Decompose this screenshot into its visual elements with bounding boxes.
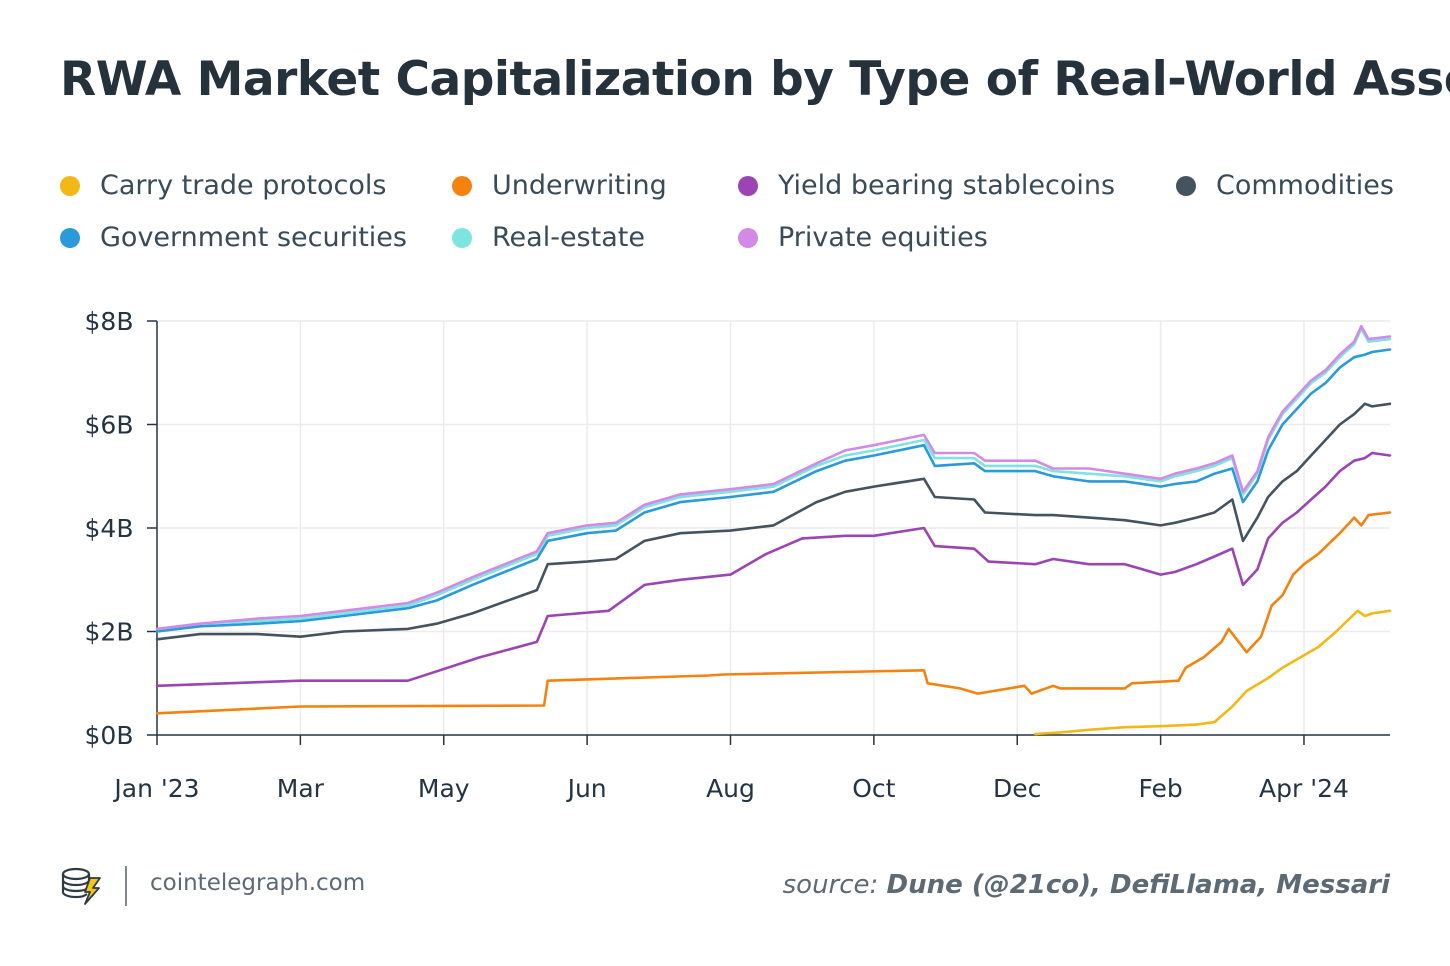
x-tick-label: Feb bbox=[1138, 774, 1182, 803]
legend-label: Real-estate bbox=[492, 222, 645, 253]
legend-label: Carry trade protocols bbox=[100, 170, 387, 201]
x-tick-label: Jan '23 bbox=[112, 774, 199, 803]
legend-dot-icon bbox=[452, 227, 472, 248]
y-tick-label: $6B bbox=[85, 411, 134, 440]
legend-item-government-securities[interactable]: Government securities bbox=[60, 222, 407, 253]
series-line-real-estate bbox=[155, 327, 1392, 631]
x-tick-label: Dec bbox=[993, 774, 1041, 803]
x-tick-label: Oct bbox=[852, 774, 895, 803]
footer-divider bbox=[125, 866, 127, 906]
x-tick-label: Mar bbox=[277, 774, 325, 803]
legend-item-underwriting[interactable]: Underwriting bbox=[452, 170, 667, 201]
x-tick-label: Apr '24 bbox=[1259, 774, 1349, 803]
y-tick-label: $0B bbox=[85, 721, 134, 750]
legend-dot-icon bbox=[738, 227, 758, 248]
legend-item-carry-trade[interactable]: Carry trade protocols bbox=[60, 170, 386, 201]
legend-item-yield-stablecoins[interactable]: Yield bearing stablecoins bbox=[738, 170, 1115, 201]
x-tick-label: Jun bbox=[566, 774, 607, 803]
series-line-carry-trade-protocols bbox=[1033, 609, 1392, 736]
footer-site-link[interactable]: cointelegraph.com bbox=[150, 870, 366, 896]
series-line-underwriting bbox=[155, 511, 1392, 715]
source-names: Dune (@21co), DefiLlama, Messari bbox=[886, 870, 1390, 900]
legend-dot-icon bbox=[60, 227, 80, 248]
x-tick-label: May bbox=[418, 774, 470, 803]
legend-label: Government securities bbox=[100, 222, 407, 253]
footer-source: source: Dune (@21co), DefiLlama, Messari bbox=[783, 870, 1390, 900]
legend-dot-icon bbox=[60, 175, 80, 196]
series-line-commodities bbox=[155, 402, 1392, 641]
legend-label: Underwriting bbox=[492, 170, 667, 201]
legend-dot-icon bbox=[738, 175, 758, 196]
y-tick-label: $4B bbox=[85, 514, 134, 543]
legend-label: Yield bearing stablecoins bbox=[778, 170, 1116, 201]
series-line-government-securities bbox=[155, 348, 1392, 633]
series-line-private-equities bbox=[155, 324, 1392, 631]
y-tick-label: $8B bbox=[85, 307, 134, 336]
legend-dot-icon bbox=[1176, 175, 1196, 196]
legend-dot-icon bbox=[452, 175, 472, 196]
source-prefix: source: bbox=[782, 870, 879, 900]
legend-label: Private equities bbox=[778, 222, 988, 253]
x-tick-label: Aug bbox=[706, 774, 755, 803]
y-tick-label: $2B bbox=[85, 618, 134, 647]
series-line-yield-bearing-stablecoins bbox=[155, 451, 1392, 688]
legend-item-commodities[interactable]: Commodities bbox=[1176, 170, 1394, 201]
chart-title: RWA Market Capitalization by Type of Rea… bbox=[60, 52, 1450, 107]
legend-item-private-equities[interactable]: Private equities bbox=[738, 222, 988, 253]
legend-item-real-estate[interactable]: Real-estate bbox=[452, 222, 645, 253]
cointelegraph-logo-icon bbox=[60, 864, 104, 910]
legend-label: Commodities bbox=[1216, 170, 1394, 201]
